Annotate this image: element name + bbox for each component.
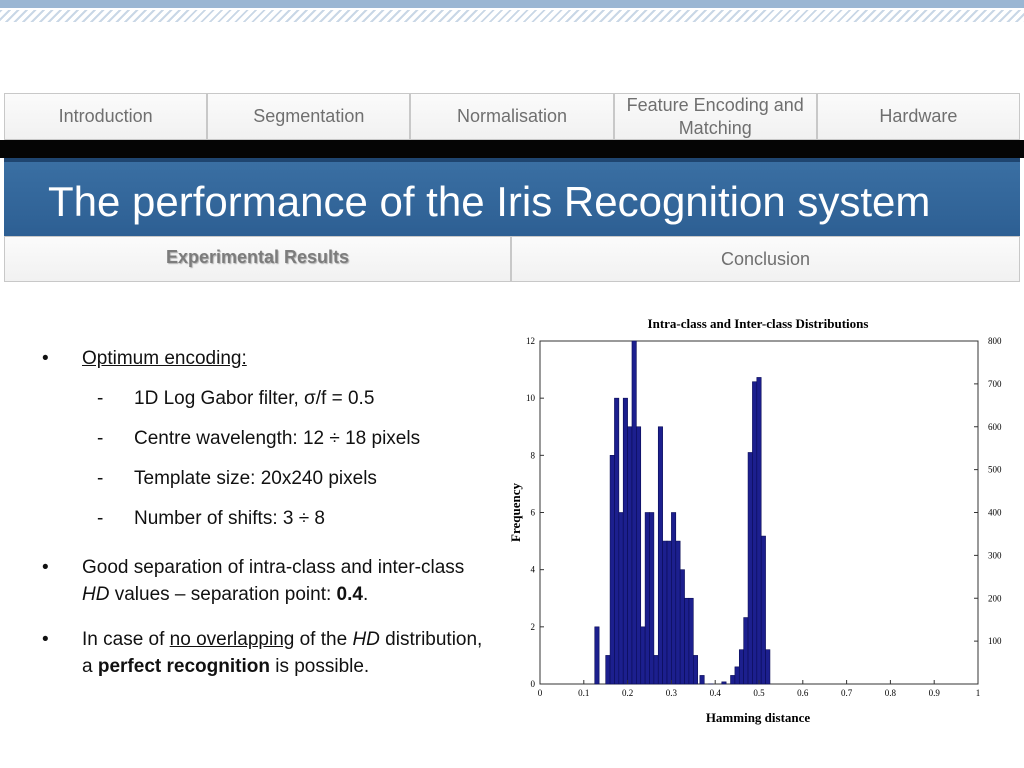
intra-class-bar: [627, 426, 633, 685]
text: In case of: [82, 629, 170, 650]
sub-bullet-template-size: Template size: 20x240 pixels: [42, 465, 492, 492]
sub-bullet-wavelength: Centre wavelength: 12 ÷ 18 pixels: [42, 425, 492, 452]
y-tick-label: 6: [531, 508, 536, 518]
section-nav: Introduction Segmentation Normalisation …: [4, 93, 1020, 140]
tab-experimental-results[interactable]: Experimental Results: [5, 237, 512, 281]
separation-point-value: 0.4: [336, 584, 363, 605]
y2-tick-label: 600: [988, 422, 1002, 432]
intra-class-bar: [679, 569, 685, 685]
subsection-nav: Experimental Results Conclusion: [4, 236, 1020, 282]
slide-title: The performance of the Iris Recognition …: [48, 178, 931, 225]
x-tick-label: 0.8: [885, 688, 897, 698]
y2-tick-label: 700: [988, 379, 1002, 389]
intra-class-bar: [653, 655, 659, 685]
intra-class-bar: [609, 455, 615, 685]
inter-class-bar: [765, 649, 771, 685]
y-tick-label: 10: [526, 393, 536, 403]
text: of the: [294, 629, 353, 650]
x-tick-label: 1: [976, 688, 981, 698]
x-tick-label: 0.5: [753, 688, 765, 698]
text-hd: HD: [352, 629, 380, 650]
inter-class-bar: [752, 381, 758, 685]
tab-segmentation[interactable]: Segmentation: [208, 94, 412, 139]
y2-tick-label: 400: [988, 508, 1002, 518]
y-tick-label: 8: [531, 450, 536, 460]
inter-class-bar: [721, 681, 727, 685]
intra-class-bar: [618, 512, 624, 685]
hatched-decoration: [0, 10, 1024, 22]
x-axis-label: Hamming distance: [706, 710, 811, 725]
inter-class-bar: [747, 452, 753, 685]
text: Good separation of intra-class and inter…: [82, 557, 465, 578]
x-tick-label: 0.7: [841, 688, 853, 698]
x-tick-label: 0.1: [578, 688, 589, 698]
text: .: [362, 584, 369, 605]
inter-class-bar: [734, 666, 740, 685]
y2-tick-label: 300: [988, 550, 1002, 560]
text-hd: HD: [82, 584, 110, 605]
y-axis-label: Frequency: [508, 483, 523, 542]
text: is possible.: [269, 656, 370, 677]
intra-class-bar: [699, 675, 705, 685]
tab-normalisation[interactable]: Normalisation: [411, 94, 615, 139]
intra-class-bar: [640, 626, 646, 685]
text-perfect-recognition: perfect recognition: [97, 656, 270, 677]
x-tick-label: 0.4: [710, 688, 722, 698]
intra-class-bar: [622, 397, 628, 685]
top-accent-band: [0, 0, 1024, 8]
intra-class-bar: [684, 597, 690, 685]
intra-class-bar: [675, 540, 681, 685]
y2-tick-label: 500: [988, 465, 1002, 475]
bullet-list: Optimum encoding: 1D Log Gabor filter, σ…: [42, 345, 492, 680]
y-tick-label: 4: [531, 565, 536, 575]
tab-hardware[interactable]: Hardware: [817, 94, 1020, 139]
intra-class-bar: [614, 397, 620, 685]
inter-class-bar: [756, 377, 762, 685]
y2-tick-label: 200: [988, 593, 1002, 603]
intra-class-bar: [693, 655, 698, 685]
inter-class-bar: [760, 535, 766, 685]
text-no-overlapping: no overlapping: [169, 629, 295, 650]
y2-tick-label: 800: [988, 336, 1002, 346]
y-tick-label: 0: [531, 679, 536, 689]
sub-bullet-shifts: Number of shifts: 3 ÷ 8: [42, 505, 492, 532]
dark-divider: [0, 140, 1024, 158]
x-tick-label: 0: [538, 688, 543, 698]
y-tick-label: 2: [531, 622, 536, 632]
title-bar: The performance of the Iris Recognition …: [4, 158, 1020, 236]
sub-bullet-filter: 1D Log Gabor filter, σ/f = 0.5: [42, 385, 492, 412]
bullet-heading: Optimum encoding:: [82, 348, 247, 369]
inter-class-bar: [743, 617, 749, 685]
intra-class-bar: [649, 512, 655, 685]
text: values – separation point:: [109, 584, 337, 605]
intra-class-bar: [594, 626, 600, 685]
x-tick-label: 0.2: [622, 688, 633, 698]
intra-class-bar: [662, 540, 668, 685]
chart-title: Intra-class and Inter-class Distribution…: [648, 316, 869, 331]
bullet-separation: Good separation of intra-class and inter…: [42, 554, 492, 608]
intra-class-bar: [688, 597, 694, 685]
y-tick-label: 12: [526, 336, 535, 346]
intra-class-bar: [605, 655, 611, 685]
intra-class-bar: [636, 426, 642, 685]
intra-class-bar: [657, 426, 663, 685]
hamming-distance-chart: 0 0.1 0.2 0.3 0.4 0.5 0.6 0.7 0.8 0.9 102468101210…: [508, 316, 1002, 725]
tab-feature-encoding[interactable]: Feature Encoding and Matching: [614, 94, 818, 139]
tab-introduction[interactable]: Introduction: [5, 94, 209, 139]
intra-class-bar: [644, 512, 650, 685]
inter-class-bar: [738, 649, 744, 685]
inter-class-bar: [730, 675, 736, 685]
intra-class-bar: [671, 512, 677, 685]
tab-conclusion[interactable]: Conclusion: [512, 237, 1019, 281]
text: distribution, a: [82, 629, 483, 677]
bullet-perfect-recognition: In case of no overlapping of the HD dist…: [42, 626, 492, 680]
x-tick-label: 0.3: [666, 688, 678, 698]
intra-class-bar: [631, 340, 637, 685]
bullet-optimum-encoding: Optimum encoding:: [42, 345, 492, 372]
x-tick-label: 0.6: [797, 688, 809, 698]
intra-class-bar: [666, 540, 672, 685]
y2-tick-label: 100: [988, 636, 1002, 646]
sub-bullet-list: 1D Log Gabor filter, σ/f = 0.5 Centre wa…: [42, 385, 492, 532]
x-tick-label: 0.9: [929, 688, 941, 698]
